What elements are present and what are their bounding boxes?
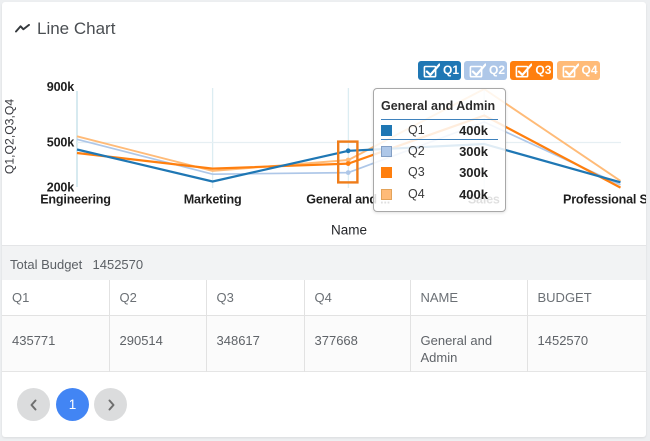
svg-text:Marketing: Marketing bbox=[184, 193, 242, 207]
svg-text:Name: Name bbox=[331, 223, 367, 238]
svg-text:Q1,Q2,Q3,Q4: Q1,Q2,Q3,Q4 bbox=[2, 99, 16, 174]
svg-text:500k: 500k bbox=[47, 135, 75, 149]
svg-text:900k: 900k bbox=[47, 80, 75, 94]
svg-text:Professional Serv...: Professional Serv... bbox=[563, 193, 646, 207]
svg-text:200k: 200k bbox=[47, 180, 75, 194]
svg-text:Engineering: Engineering bbox=[40, 193, 111, 207]
svg-text:General and ...: General and ... bbox=[306, 193, 390, 207]
